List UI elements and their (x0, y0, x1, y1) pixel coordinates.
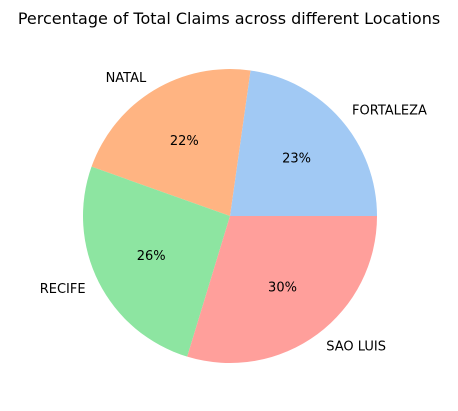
pie-slice-natal (91, 69, 251, 217)
pie-category-label-sao-luis: SAO LUIS (326, 339, 386, 354)
pie-value-label-recife: 26% (137, 249, 166, 264)
pie-category-label-fortaleza: FORTALEZA (352, 103, 427, 118)
pie-value-label-sao-luis: 30% (268, 280, 297, 295)
pie-value-label-fortaleza: 23% (282, 152, 311, 167)
pie-labels: 23% FORTALEZA 22% NATAL 26% RECIFE 30% SAO LUIS (40, 71, 427, 354)
pie-slices (82, 69, 377, 364)
chart-title: Percentage of Total Claims across differ… (18, 9, 440, 28)
pie-slice-recife (82, 166, 230, 357)
pie-category-label-recife: RECIFE (40, 282, 86, 297)
pie-category-label-natal: NATAL (106, 71, 147, 86)
pie-value-label-natal: 22% (170, 134, 199, 149)
pie-slice-fortaleza (230, 70, 377, 216)
pie-slice-sao-luis (187, 216, 377, 364)
